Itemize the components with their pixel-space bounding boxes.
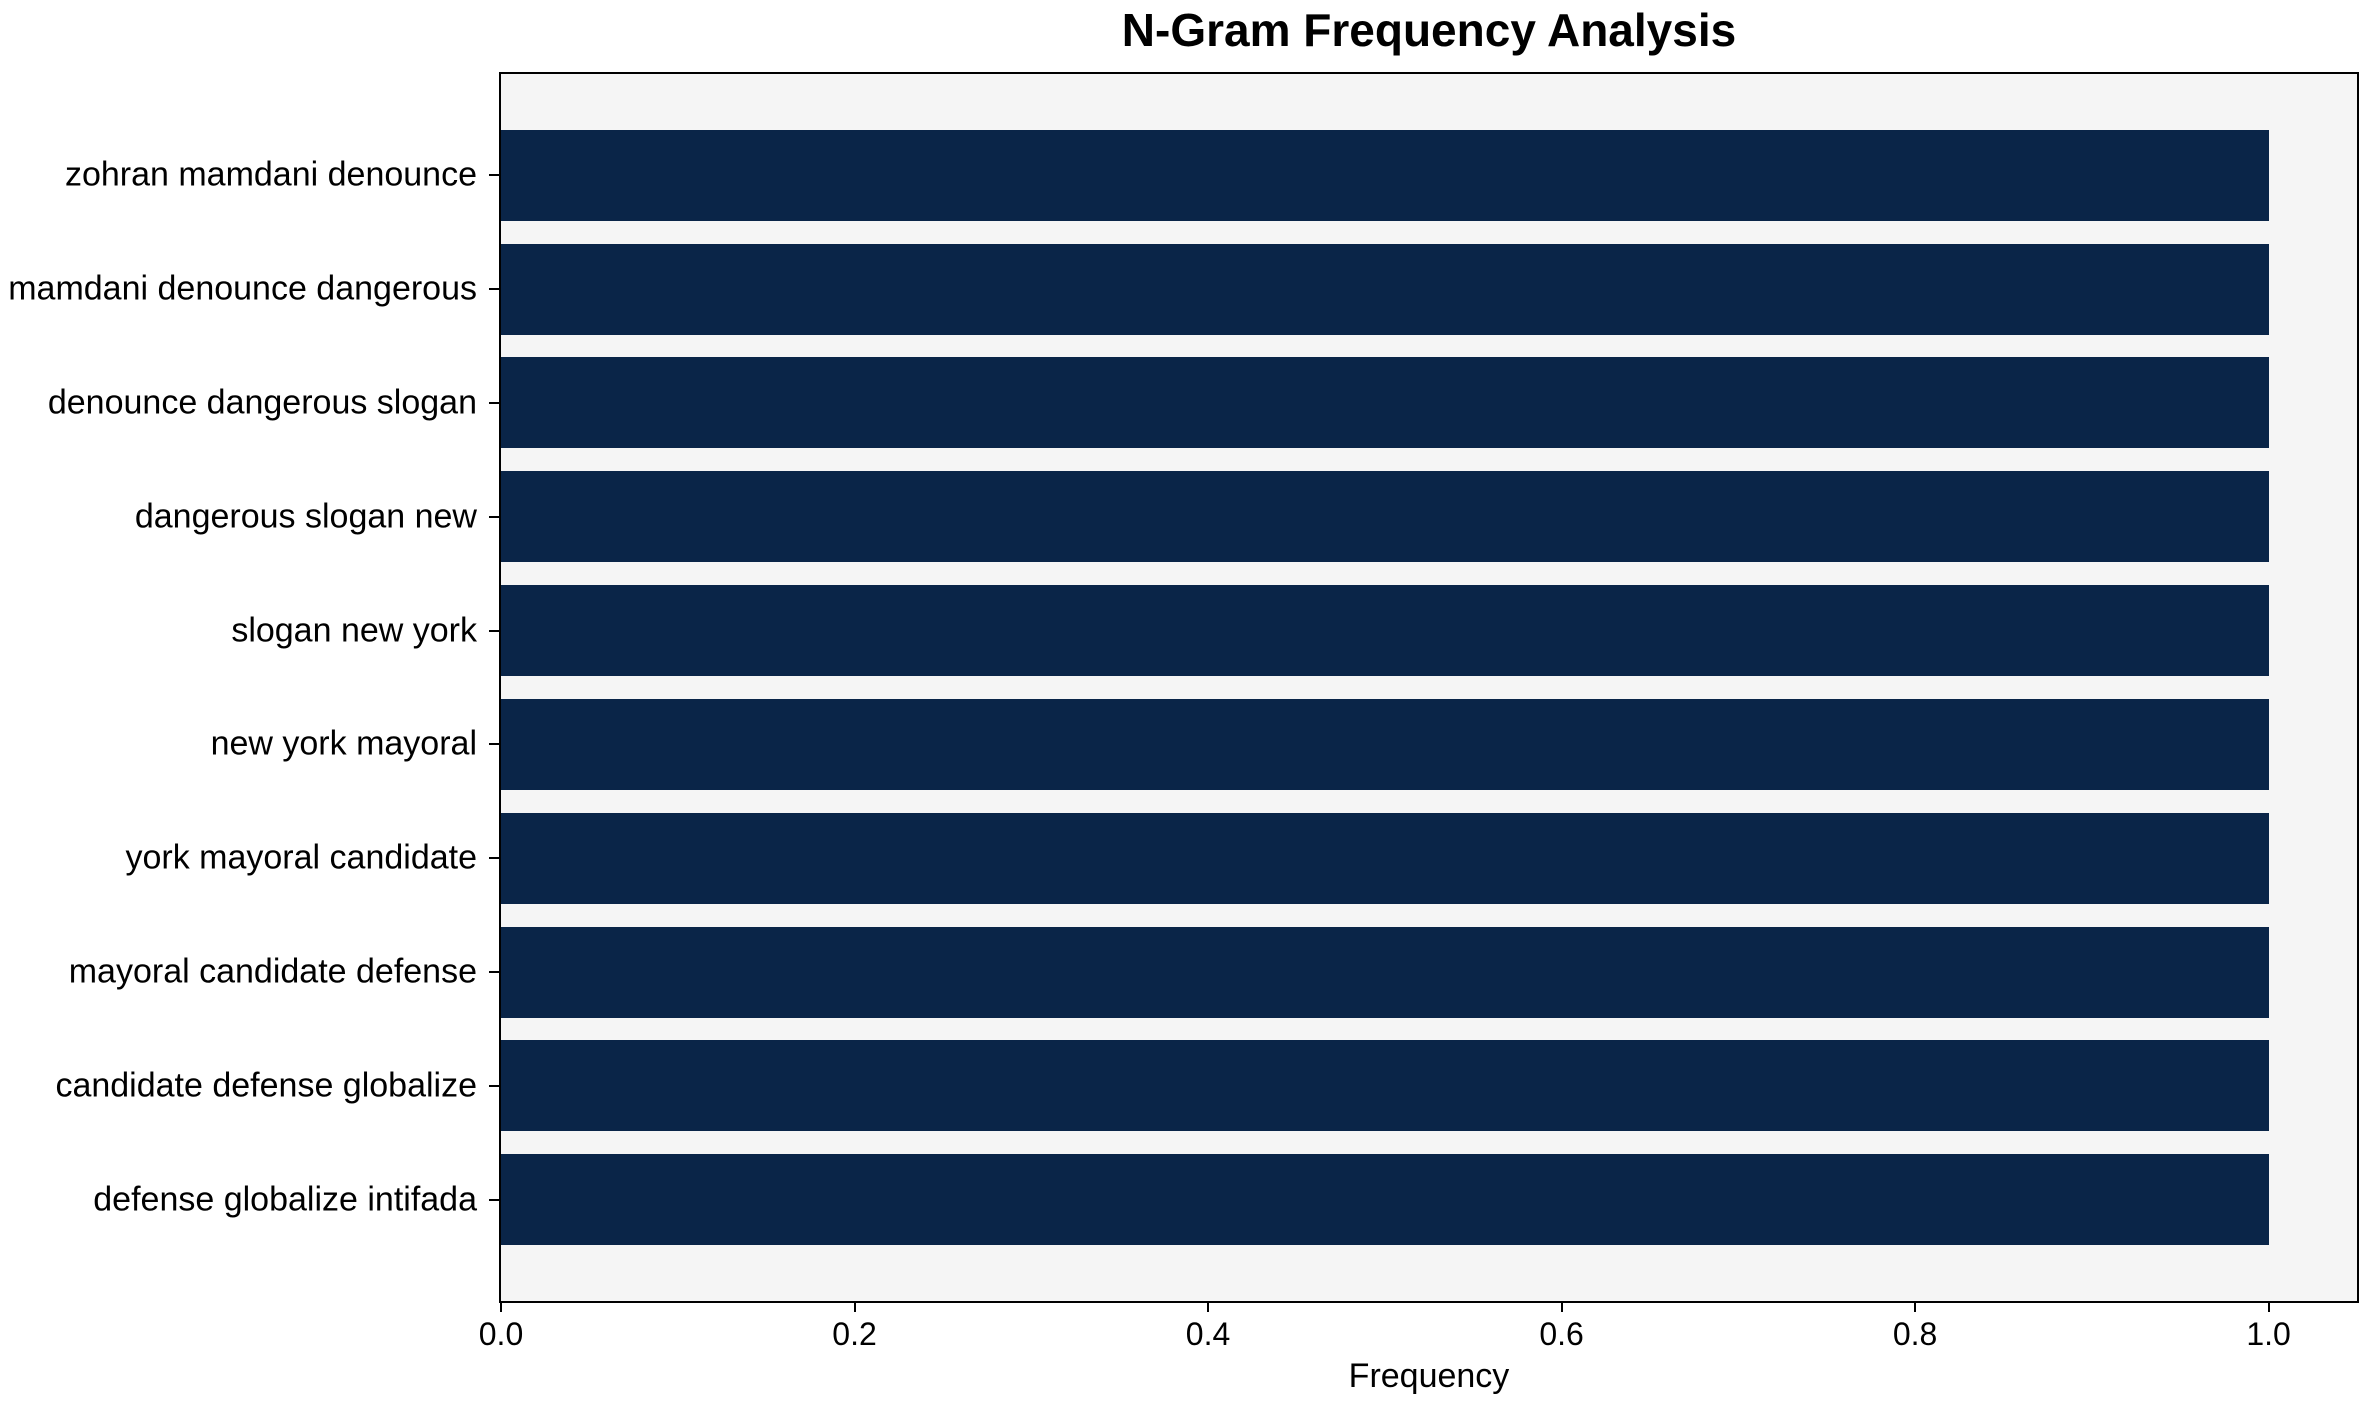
x-tick-label: 0.8 [1892, 1316, 1938, 1352]
y-tick-label: defense globalize intifada [93, 1180, 477, 1219]
bar [501, 129, 2269, 221]
y-tick-label: new york mayoral [210, 724, 477, 763]
x-tick-label: 0.4 [1185, 1316, 1231, 1352]
y-tick-mark [489, 743, 499, 746]
y-tick-mark [489, 857, 499, 860]
y-tick-mark [489, 971, 499, 974]
x-axis-title: Frequency [1348, 1357, 1510, 1395]
y-tick-mark [489, 629, 499, 632]
plot-area [499, 72, 2359, 1303]
bar [501, 1154, 2269, 1246]
x-tick-mark [1914, 1303, 1917, 1312]
y-tick-mark [489, 1198, 499, 1201]
bar [501, 243, 2269, 335]
bar [501, 812, 2269, 904]
x-tick-mark [853, 1303, 856, 1312]
y-tick-label: candidate defense globalize [55, 1066, 477, 1105]
bar [501, 698, 2269, 790]
y-tick-label: zohran mamdani denounce [64, 155, 477, 194]
y-tick-label: mamdani denounce dangerous [8, 269, 477, 308]
y-tick-mark [489, 174, 499, 177]
y-tick-label: mayoral candidate defense [68, 952, 477, 991]
y-tick-mark [489, 288, 499, 291]
y-tick-label: dangerous slogan new [134, 497, 477, 536]
bar [501, 471, 2269, 563]
x-tick-label: 0.2 [832, 1316, 877, 1352]
x-tick-label: 0.0 [478, 1316, 524, 1352]
x-tick-mark [500, 1303, 502, 1312]
x-tick-label: 1.0 [2246, 1316, 2291, 1352]
y-tick-mark [489, 1084, 499, 1087]
bar [501, 926, 2269, 1018]
y-tick-label: denounce dangerous slogan [47, 383, 477, 422]
y-tick-mark [489, 515, 499, 518]
bar [501, 585, 2269, 677]
bar [501, 1040, 2269, 1132]
chart-title: N-Gram Frequency Analysis [1121, 4, 1737, 56]
y-tick-label: york mayoral candidate [125, 838, 477, 877]
bar [501, 357, 2269, 449]
x-tick-label: 0.6 [1539, 1316, 1584, 1352]
x-tick-mark [1207, 1303, 1210, 1312]
y-tick-label: slogan new york [231, 611, 477, 650]
y-tick-mark [489, 401, 499, 404]
x-tick-mark [1560, 1303, 1563, 1312]
x-tick-mark [2267, 1303, 2270, 1312]
